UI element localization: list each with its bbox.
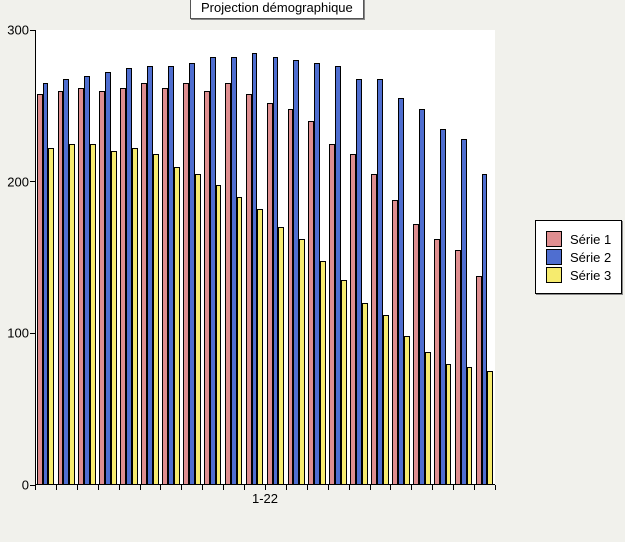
legend-item: Série 2 (546, 249, 611, 265)
bar (216, 185, 222, 485)
legend-label: Série 2 (570, 250, 611, 265)
bar (237, 197, 243, 485)
bar (153, 154, 159, 485)
bar (111, 151, 117, 485)
legend-swatch (546, 249, 562, 265)
bar (69, 144, 75, 485)
bar (487, 371, 493, 485)
bar (425, 352, 431, 485)
legend-label: Série 1 (570, 232, 611, 247)
bar (278, 227, 284, 485)
legend-item: Série 3 (546, 267, 611, 283)
y-tick-label: 100 (7, 326, 29, 341)
legend-item: Série 1 (546, 231, 611, 247)
bar (299, 239, 305, 485)
bar (48, 148, 54, 485)
chart-frame: Projection démographique 01002003001-22 … (0, 0, 625, 542)
bar (341, 280, 347, 485)
bar (446, 364, 452, 485)
chart-title: Projection démographique (190, 0, 364, 19)
legend-swatch (546, 267, 562, 283)
legend: Série 1 Série 2 Série 3 (535, 220, 622, 294)
bar (404, 336, 410, 485)
x-axis-label: 1-22 (252, 491, 278, 506)
y-tick-label: 300 (7, 23, 29, 38)
bar (320, 261, 326, 485)
bar (195, 174, 201, 485)
bar (362, 303, 368, 485)
bar (383, 315, 389, 485)
bar (132, 148, 138, 485)
y-tick-label: 200 (7, 174, 29, 189)
bar (467, 367, 473, 485)
legend-swatch (546, 231, 562, 247)
plot-area: 01002003001-22 (35, 30, 495, 485)
y-tick-label: 0 (22, 478, 29, 493)
bar (90, 144, 96, 485)
bar (257, 209, 263, 485)
legend-label: Série 3 (570, 268, 611, 283)
bar (174, 167, 180, 486)
